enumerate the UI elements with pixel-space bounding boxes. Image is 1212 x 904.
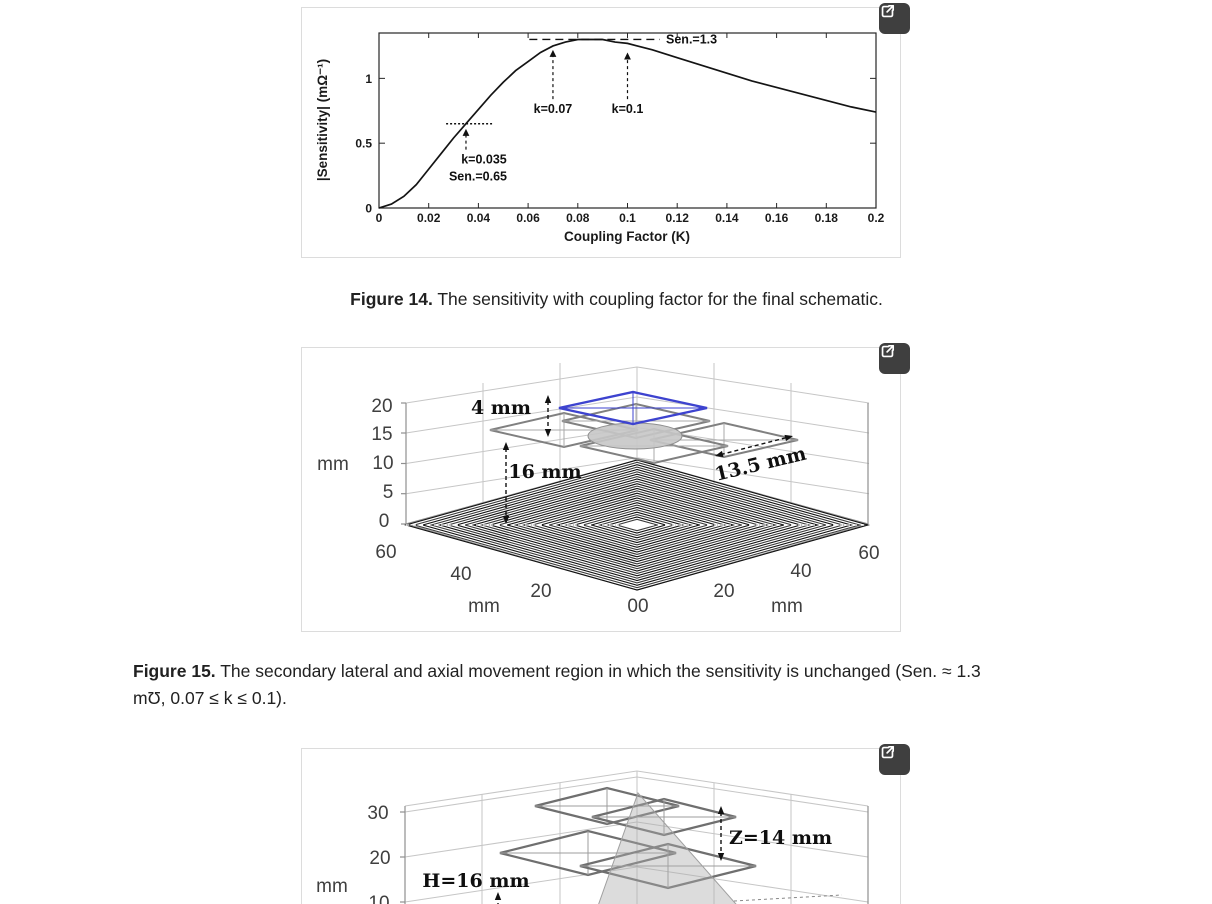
figure-14-caption-label: Figure 14. bbox=[350, 289, 433, 309]
x-tick-label: 60 bbox=[375, 542, 396, 563]
x-axis-label: mm bbox=[468, 596, 500, 617]
y-tick-label: 60 bbox=[858, 543, 879, 564]
expand-figure-16-button[interactable] bbox=[879, 744, 910, 775]
coil-3d-wireframe bbox=[401, 363, 871, 591]
y-axis-label: |Sensitivity| (mΩ⁻¹) bbox=[315, 59, 330, 181]
sensitivity-chart: 0 0.02 0.04 0.06 0.08 0.1 0.12 0.14 0.16 0.18 0.2 0… bbox=[315, 32, 885, 244]
expand-icon bbox=[881, 344, 895, 358]
figure-16-frame: 30 20 10 mm H=16 mm Z=14 mm bbox=[301, 744, 910, 904]
movement-region-disc bbox=[587, 422, 683, 450]
y-tick-label: 0 bbox=[365, 202, 372, 216]
z-axis-label: mm bbox=[317, 454, 349, 475]
coupling-cone bbox=[598, 792, 737, 904]
z-tick-label: 10 bbox=[368, 893, 389, 904]
z-tick-label: 5 bbox=[383, 482, 394, 503]
dimension-h16mm-label: H=16 mm bbox=[422, 870, 529, 892]
x-tick-label: 0.12 bbox=[666, 211, 690, 225]
x-tick-label: 0.04 bbox=[467, 211, 491, 225]
z-tick-label: 30 bbox=[367, 803, 388, 824]
x-tick-label: 0.08 bbox=[566, 211, 590, 225]
sensitivity-curve bbox=[378, 38, 877, 209]
figure-15-caption-label: Figure 15. bbox=[133, 661, 216, 681]
figure-14-caption: Figure 14. The sensitivity with coupling… bbox=[133, 286, 1100, 313]
dimension-4mm-label: 4 mm bbox=[471, 397, 531, 419]
z-axis-label: mm bbox=[316, 876, 348, 897]
x-tick-label: 0.02 bbox=[417, 211, 441, 225]
coil-3d-plot: 20 15 10 5 0 mm 60 40 20 mm 00 20 40 60 … bbox=[317, 363, 880, 617]
z-tick-label: 20 bbox=[371, 396, 392, 417]
x-tick-label: 0.2 bbox=[868, 211, 885, 225]
x-axis-label: Coupling Factor (K) bbox=[564, 229, 690, 244]
z-tick-label: 20 bbox=[369, 848, 390, 869]
figure-14-caption-text: The sensitivity with coupling factor for… bbox=[437, 289, 883, 309]
origin-tick-label: 00 bbox=[627, 596, 648, 617]
x-tick-label: 0.06 bbox=[516, 211, 540, 225]
x-tick-label: 40 bbox=[450, 564, 471, 585]
y-tick-label: 20 bbox=[713, 581, 734, 602]
annotation-label: k=0.07 bbox=[534, 102, 573, 116]
x-tick-label: 0.14 bbox=[715, 211, 739, 225]
annotation-label: Sen.=0.65 bbox=[449, 170, 507, 184]
x-tick-label: 20 bbox=[530, 581, 551, 602]
expand-figure-15-button[interactable] bbox=[879, 343, 910, 374]
expand-icon bbox=[881, 745, 895, 759]
y-axis-label: mm bbox=[771, 596, 803, 617]
y-tick-label: 0.5 bbox=[355, 137, 372, 151]
coil-cone-wireframe bbox=[400, 770, 869, 904]
annotation-label: k=0.035 bbox=[461, 153, 507, 167]
coil-3d-labels: 20 15 10 5 0 mm 60 40 20 mm 00 20 40 60 … bbox=[317, 396, 879, 617]
annotation-label: Sen.=1.3 bbox=[666, 32, 717, 46]
dimension-z14mm-label: Z=14 mm bbox=[729, 827, 832, 849]
x-tick-label: 0.16 bbox=[765, 211, 789, 225]
figure-15-caption-line1: The secondary lateral and axial movement… bbox=[220, 661, 981, 681]
figure-14-frame: 0 0.02 0.04 0.06 0.08 0.1 0.12 0.14 0.16 0.18 0.2 0… bbox=[301, 3, 910, 258]
expand-figure-14-button[interactable] bbox=[879, 3, 910, 34]
expand-icon bbox=[881, 4, 895, 18]
z-tick-label: 10 bbox=[372, 453, 393, 474]
figure-15-frame: 20 15 10 5 0 mm 60 40 20 mm 00 20 40 60 … bbox=[301, 343, 910, 632]
z-tick-label: 0 bbox=[379, 511, 390, 532]
annotation-label: k=0.1 bbox=[612, 102, 644, 116]
x-tick-label: 0.18 bbox=[815, 211, 839, 225]
z-tick-label: 15 bbox=[371, 424, 392, 445]
y-tick-label: 40 bbox=[790, 561, 811, 582]
figure-15-caption: Figure 15. The secondary lateral and axi… bbox=[133, 658, 1100, 712]
figure-15-caption-line2: mƱ, 0.07 ≤ k ≤ 0.1). bbox=[133, 688, 287, 708]
x-tick-label: 0.1 bbox=[619, 211, 636, 225]
dimension-16mm-label: 16 mm bbox=[508, 461, 581, 483]
coil-cone-3d-plot: 30 20 10 mm H=16 mm Z=14 mm bbox=[316, 770, 869, 904]
coil-cone-labels: 30 20 10 mm H=16 mm Z=14 mm bbox=[316, 803, 832, 904]
x-tick-label: 0 bbox=[376, 211, 383, 225]
y-tick-label: 1 bbox=[365, 72, 372, 86]
